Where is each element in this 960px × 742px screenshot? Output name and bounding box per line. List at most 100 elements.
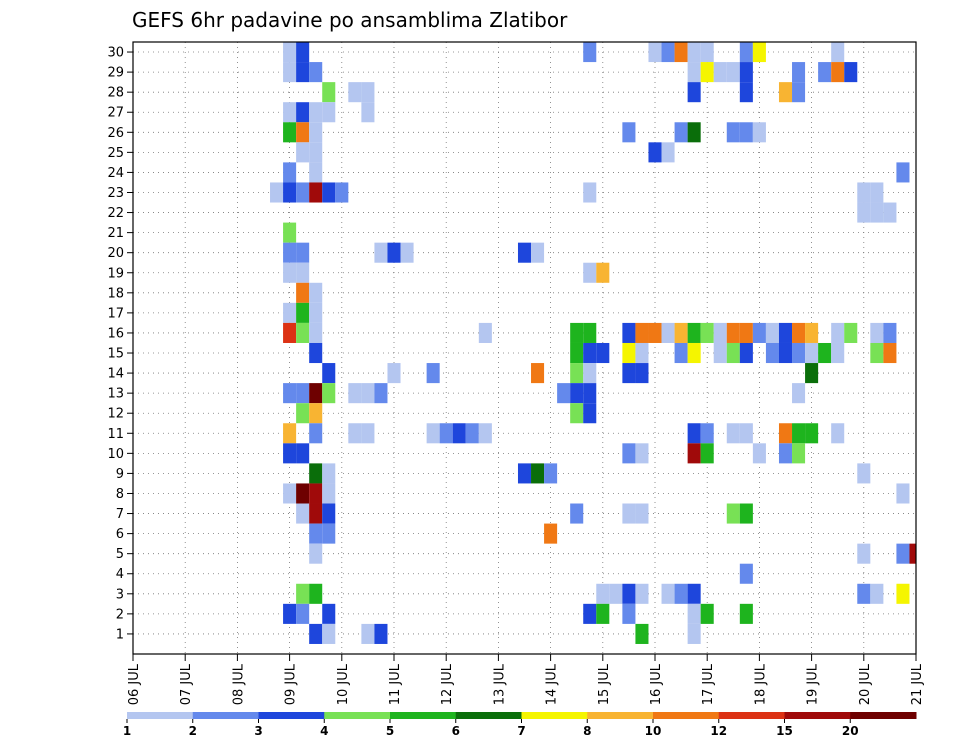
heatmap-cell (622, 342, 636, 364)
heatmap-cell (296, 483, 310, 504)
heatmap-cell (857, 202, 871, 223)
y-tick-label: 14 (107, 367, 124, 382)
plot-frame (132, 41, 917, 655)
y-tick-label: 5 (116, 547, 124, 562)
heatmap-cell (857, 463, 871, 484)
y-tick-label: 4 (116, 567, 124, 582)
y-tick-label: 10 (107, 447, 124, 462)
heatmap-cell (622, 122, 636, 143)
heatmap-cell (361, 383, 375, 404)
y-tick-label: 17 (107, 306, 124, 321)
heatmap-cell (844, 62, 858, 83)
heatmap-cell (531, 242, 545, 263)
heatmap-cell (570, 503, 584, 524)
heatmap-cell (818, 62, 832, 83)
heatmap-cell (596, 262, 610, 283)
heatmap-cell (831, 342, 845, 364)
heatmap-cell (361, 623, 375, 644)
heatmap-cell (387, 363, 401, 384)
heatmap-cell (857, 543, 871, 564)
heatmap-cell (792, 62, 806, 83)
heatmap-cell (596, 583, 610, 604)
heatmap-cell (635, 342, 649, 364)
heatmap-cell (348, 423, 362, 444)
y-tick-label: 9 (116, 467, 124, 482)
heatmap-cell (309, 623, 323, 644)
heatmap-cell (322, 503, 336, 524)
heatmap-cell (296, 282, 310, 303)
heatmap-cell (283, 302, 297, 323)
heatmap-cell (309, 583, 323, 604)
heatmap-cell (322, 623, 336, 644)
heatmap-cell (896, 483, 910, 504)
colorbar-swatch (192, 712, 259, 719)
heatmap-cell (896, 162, 910, 183)
heatmap-cell (778, 423, 793, 444)
heatmap-cell (596, 342, 610, 364)
heatmap-cell (296, 503, 310, 524)
heatmap-cell (439, 423, 453, 444)
y-tick-label: 1 (116, 627, 124, 642)
heatmap-cell (687, 42, 701, 63)
colorbar-swatch (850, 712, 917, 719)
heatmap-cell (570, 342, 584, 364)
heatmap-cell (752, 322, 766, 343)
heatmap-cell (296, 403, 310, 424)
heatmap-cell (687, 423, 701, 444)
heatmap-cell (765, 322, 779, 343)
heatmap-cell (778, 322, 793, 343)
heatmap-cell (335, 182, 349, 203)
heatmap-cell (570, 322, 584, 343)
y-axis-ticks: 1234567891011121314151617181920212223242… (107, 46, 133, 642)
heatmap-cell (857, 583, 871, 604)
colorbar: 1 2 3 4 5 6 7 8 10 12 15 20 (123, 712, 917, 738)
y-tick-label: 16 (107, 326, 124, 341)
heatmap-cell (765, 342, 779, 364)
y-tick-label: 30 (107, 46, 124, 61)
heatmap-cell (883, 202, 897, 223)
heatmap-cell (792, 342, 806, 364)
colorbar-label: 3 (254, 724, 262, 738)
heatmap-cell (870, 322, 884, 343)
heatmap-cell (661, 142, 675, 163)
y-tick-label: 18 (107, 286, 124, 301)
heatmap-cell (805, 322, 819, 343)
heatmap-cell (622, 503, 636, 524)
heatmap-cell (478, 322, 492, 343)
heatmap-cell (622, 583, 636, 604)
heatmap-cell (713, 322, 727, 343)
y-tick-label: 27 (107, 106, 124, 121)
y-tick-label: 11 (107, 427, 124, 442)
heatmap-cell (805, 342, 819, 364)
colorbar-swatch (258, 712, 325, 719)
heatmap-cell (322, 102, 336, 123)
heatmap-cell (531, 363, 545, 384)
heatmap-cell (283, 262, 297, 283)
heatmap-cell (426, 363, 440, 384)
heatmap-cell (700, 42, 714, 63)
heatmap-cell (517, 463, 532, 484)
heatmap-cell (583, 182, 597, 203)
heatmap-cell (309, 403, 323, 424)
heatmap-cell (322, 463, 336, 484)
heatmap-cell (348, 383, 362, 404)
y-tick-label: 2 (116, 607, 124, 622)
heatmap-cell (648, 322, 662, 343)
heatmap-cell (296, 102, 310, 123)
heatmap-cell (296, 42, 310, 63)
heatmap-cell (870, 202, 884, 223)
heatmap-cell (674, 322, 688, 343)
heatmap-cell (674, 42, 688, 63)
heatmap-cell (752, 443, 766, 464)
x-tick-label: 09 JUL (284, 663, 299, 705)
heatmap-cell (570, 383, 584, 404)
x-tick-label: 15 JUL (597, 663, 612, 705)
heatmap-cell (739, 62, 753, 83)
heatmap-cell (296, 383, 310, 404)
heatmap-cells (270, 42, 916, 644)
heatmap-cell (674, 122, 688, 143)
heatmap-cell (557, 383, 571, 404)
heatmap-cell (792, 322, 806, 343)
heatmap-cell (792, 443, 806, 464)
heatmap-cell (870, 182, 884, 203)
